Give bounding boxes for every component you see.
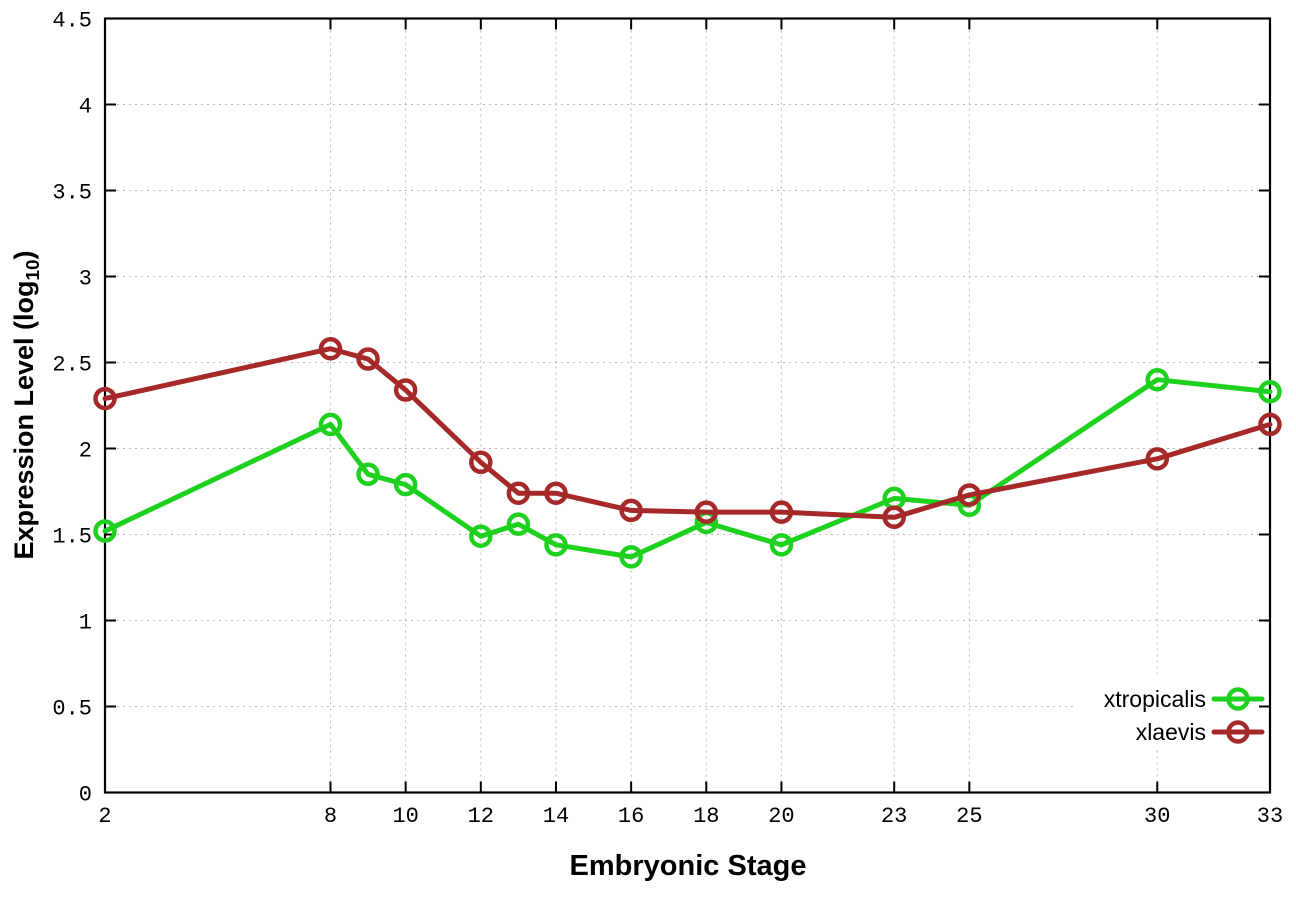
- x-tick-label: 23: [881, 804, 907, 829]
- series-xtropicalis-marker: [356, 462, 380, 487]
- y-axis-title-close: ): [8, 250, 39, 260]
- y-tick-label: 0: [79, 783, 92, 808]
- series-xlaevis-marker: [1145, 447, 1170, 471]
- series-xtropicalis-marker: [318, 412, 343, 437]
- x-tick-label: 20: [768, 804, 794, 829]
- series-xtropicalis-marker: [506, 512, 531, 536]
- y-tick-label: 2.5: [52, 353, 92, 378]
- series-xtropicalis-marker: [619, 545, 643, 569]
- series-xtropicalis-marker: [93, 519, 117, 543]
- y-tick-label: 0.5: [52, 697, 92, 722]
- x-tick-label: 18: [693, 804, 719, 829]
- x-tick-label: 12: [468, 804, 494, 829]
- series-xtropicalis-line: [102, 377, 1273, 560]
- y-tick-label: 2: [79, 439, 92, 464]
- y-tick-label: 1: [79, 611, 92, 636]
- legend-marker-xlaevis: [1226, 720, 1250, 744]
- series-xtropicalis-marker: [469, 524, 493, 548]
- series-xlaevis-marker: [469, 450, 493, 475]
- series-xlaevis-marker: [957, 483, 982, 507]
- series-xlaevis-marker: [882, 505, 906, 530]
- series-xtropicalis-marker: [769, 533, 794, 557]
- y-tick-label: 3: [79, 267, 92, 292]
- series-xlaevis-marker: [1258, 412, 1282, 437]
- series-xtropicalis-marker: [393, 472, 418, 497]
- legend-marker-xtropicalis: [1226, 687, 1250, 711]
- x-tick-label: 25: [956, 804, 982, 829]
- x-tick-label: 8: [324, 804, 337, 829]
- y-axis-title: Expression Level (log10): [9, 250, 45, 559]
- plot-border: [103, 17, 1272, 794]
- x-axis-title: Embryonic Stage: [569, 850, 807, 882]
- series-xlaevis-marker: [544, 481, 568, 505]
- series-xtropicalis-marker: [1145, 367, 1170, 392]
- series-xlaevis-marker: [769, 500, 794, 524]
- series-xlaevis-marker: [619, 498, 643, 523]
- x-tick-label: 2: [98, 804, 111, 829]
- series-xlaevis-marker: [694, 500, 719, 524]
- series-xlaevis-marker: [506, 481, 531, 505]
- series-xlaevis-line: [102, 346, 1273, 520]
- x-tick-label: 10: [392, 804, 418, 829]
- x-tick-label: 16: [618, 804, 644, 829]
- x-tick-label: 33: [1257, 804, 1283, 829]
- y-tick-label: 4.5: [52, 9, 92, 34]
- series-xtropicalis-marker: [544, 533, 568, 557]
- series-xlaevis-marker: [93, 386, 117, 411]
- series-xtropicalis-marker: [1258, 379, 1282, 404]
- y-tick-label: 3.5: [52, 181, 92, 206]
- x-tick-label: 30: [1144, 804, 1170, 829]
- series-xlaevis-marker: [318, 336, 343, 361]
- legend-label-xlaevis: xlaevis: [1136, 719, 1206, 745]
- y-axis-title-text: Expression Level (log: [8, 280, 39, 560]
- y-tick-label: 4: [79, 95, 92, 120]
- series-xlaevis-marker: [356, 347, 380, 371]
- legend-label-xtropicalis: xtropicalis: [1104, 686, 1206, 712]
- x-tick-label: 14: [543, 804, 569, 829]
- y-axis-title-subscript: 10: [23, 259, 45, 281]
- y-tick-label: 1.5: [52, 525, 92, 550]
- series-xlaevis-marker: [393, 378, 418, 402]
